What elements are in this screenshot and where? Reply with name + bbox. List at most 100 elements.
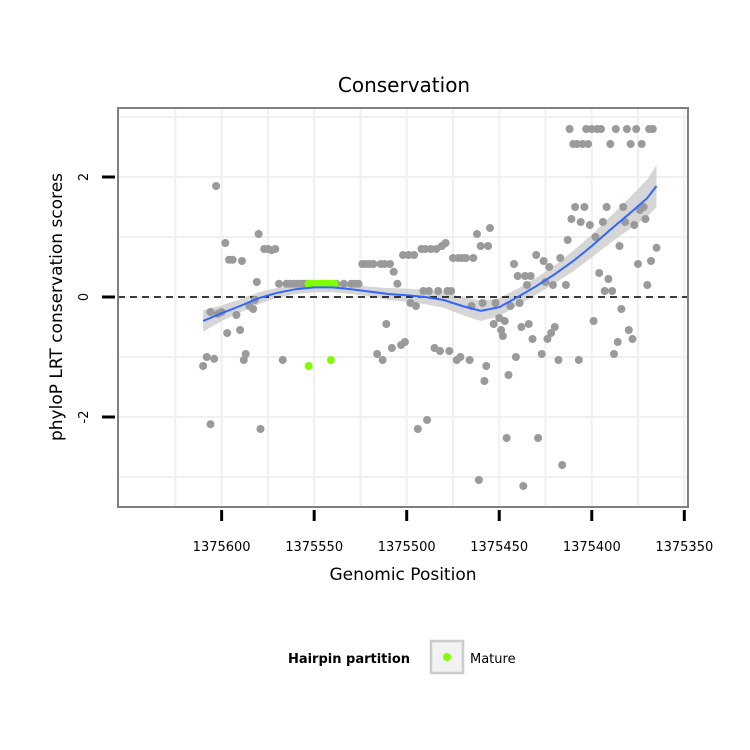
data-point [528,335,537,343]
data-point [578,140,587,148]
data-point [613,338,622,346]
x-tick-label: 1375550 [285,540,343,555]
data-point [563,236,572,244]
data-point [580,203,589,211]
data-point [626,140,635,148]
mature-point [330,279,339,288]
data-point [524,320,533,328]
data-point [545,263,554,271]
data-point [478,299,487,307]
data-point [223,329,232,337]
data-point [574,356,583,364]
data-point [238,257,246,265]
data-point [511,353,520,361]
legend: Hairpin partition Mature [288,639,516,675]
data-point [634,260,642,268]
data-point [413,425,422,433]
data-point [410,251,419,259]
data-point [202,353,211,361]
data-point [548,281,557,289]
data-point [554,356,563,364]
data-point [419,287,428,295]
data-point [445,347,454,355]
plot-panel-border [117,107,689,508]
data-point [534,434,543,442]
data-point [556,254,565,262]
data-point [624,326,633,334]
data-point [424,287,433,295]
data-point [597,125,605,133]
data-point [461,254,470,262]
data-point [278,356,287,364]
x-tick-label: 1375400 [563,540,621,555]
data-point [565,125,574,133]
data-point [521,272,530,280]
data-point [532,251,541,259]
data-point [484,242,493,250]
data-point [584,140,593,148]
data-point [369,260,378,268]
data-point [491,299,500,307]
x-axis-title: Genomic Position [329,565,476,585]
confidence-band [203,165,657,332]
x-tick-label: 1375600 [193,540,251,555]
data-point [606,140,615,148]
data-point [587,125,596,133]
data-point [199,362,208,370]
data-point [393,279,402,288]
data-point [389,267,398,276]
data-point [619,203,628,211]
data-point [476,242,485,250]
data-point [449,254,457,262]
x-tick-label: 1375500 [378,540,436,555]
data-point [526,272,535,280]
data-points [199,125,661,490]
data-point [637,140,646,148]
data-point [206,420,215,429]
data-point [228,255,237,264]
data-point [573,140,581,148]
data-point [441,239,450,247]
data-point [611,125,620,133]
data-point [386,260,394,268]
data-point [339,279,348,288]
data-point [519,482,528,490]
data-point [378,356,387,364]
data-point [239,356,248,364]
data-point [567,215,576,223]
data-point [652,243,661,252]
mature-point [304,362,313,370]
data-point [399,251,407,259]
data-point [354,279,363,288]
data-point [582,125,591,133]
data-point [275,279,283,288]
grid [118,108,688,507]
data-point [622,125,631,133]
data-point [232,311,241,319]
data-point [595,269,604,277]
data-point [558,461,567,469]
y-axis: 2 0 -2 [77,173,115,423]
data-point [271,245,280,253]
smooth-line [202,185,658,322]
data-point [510,260,518,268]
data-point [643,281,652,289]
data-point [639,203,648,211]
x-axis: 1375600 1375550 1375500 1375450 1375400 13753… [193,510,713,555]
data-point [212,182,221,190]
data-point [469,254,478,262]
data-point [423,416,432,424]
data-point [500,317,509,325]
data-point [482,362,491,370]
legend-mature-symbol [443,653,451,661]
data-point [591,233,600,241]
data-point [513,272,522,280]
data-point [486,224,494,232]
data-point [252,278,261,286]
data-point [504,371,513,379]
data-point [474,476,483,484]
data-point [598,218,607,226]
data-point [480,377,489,385]
data-point [632,125,641,133]
data-point [210,354,219,363]
